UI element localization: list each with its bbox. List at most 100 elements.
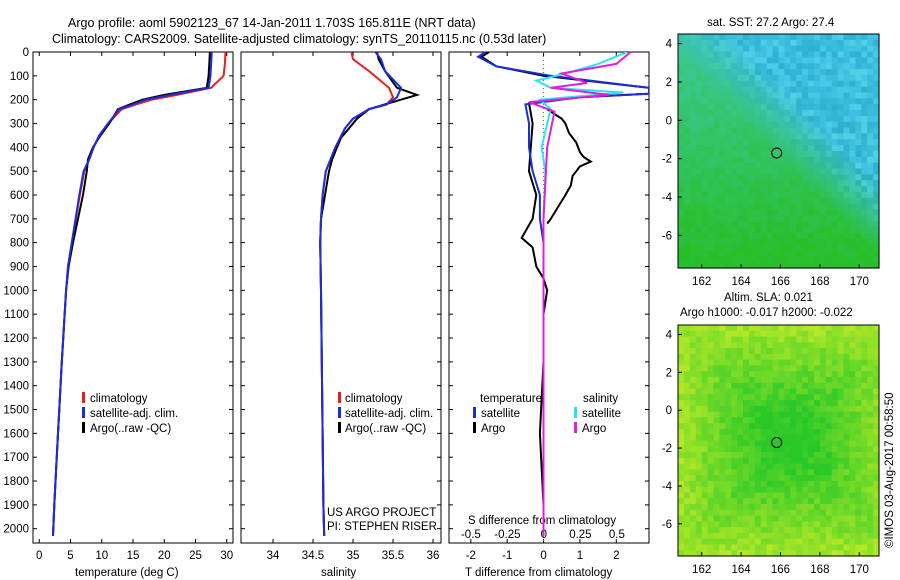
- heatmap-cell: [689, 238, 697, 246]
- heatmap-cell: [831, 446, 839, 453]
- heatmap-cell: [701, 486, 709, 494]
- heatmap-cell: [743, 365, 750, 372]
- heatmap-cell: [808, 423, 815, 430]
- heatmap-cell: [695, 104, 703, 111]
- heatmap-cell: [766, 133, 774, 140]
- depth-tick-label: 500: [10, 166, 29, 178]
- heatmap-cell: [855, 156, 862, 164]
- heatmap-cell: [719, 115, 726, 123]
- heatmap-cell: [825, 115, 833, 123]
- heatmap-cell: [772, 475, 780, 482]
- heatmap-cell: [796, 428, 803, 436]
- heatmap-cell: [701, 394, 709, 401]
- heatmap-cell: [713, 139, 720, 146]
- heatmap-cell: [713, 411, 720, 419]
- heatmap-cell: [813, 262, 821, 269]
- heatmap-cell: [790, 104, 797, 111]
- heatmap-cell: [701, 521, 709, 528]
- heatmap-cell: [867, 63, 874, 70]
- heatmap-cell: [855, 538, 862, 546]
- heatmap-cell: [778, 186, 786, 193]
- heatmap-cell: [778, 538, 786, 546]
- heatmap-cell: [802, 256, 809, 263]
- heatmap-cell: [719, 69, 726, 76]
- heatmap-cell: [707, 180, 715, 187]
- heatmap-cell: [766, 492, 774, 499]
- heatmap-cell: [766, 504, 774, 511]
- heatmap-cell: [725, 86, 732, 94]
- heatmap-cell: [778, 365, 786, 372]
- heatmap-cell: [843, 250, 851, 257]
- map-y-tick-label: -4: [662, 192, 673, 204]
- heatmap-cell: [778, 168, 786, 175]
- heatmap-cell: [790, 440, 797, 447]
- heatmap-cell: [808, 104, 815, 111]
- heatmap-cell: [678, 400, 685, 407]
- heatmap-cell: [754, 353, 762, 361]
- heatmap-cell: [813, 104, 821, 111]
- heatmap-cell: [725, 110, 732, 117]
- heatmap-cell: [790, 371, 797, 378]
- heatmap-cell: [678, 115, 685, 123]
- heatmap-cell: [760, 186, 768, 193]
- heatmap-cell: [713, 121, 720, 129]
- heatmap-cell: [784, 86, 791, 94]
- heatmap-cell: [678, 544, 685, 551]
- heatmap-cell: [725, 98, 732, 105]
- heatmap-cell: [707, 480, 715, 488]
- heatmap-cell: [784, 151, 791, 158]
- heatmap-cell: [754, 336, 762, 343]
- heatmap-cell: [796, 174, 803, 181]
- heatmap-cell: [802, 417, 809, 424]
- heatmap-cell: [796, 492, 803, 499]
- heatmap-cell: [737, 151, 744, 158]
- heatmap-cell: [743, 330, 750, 338]
- heatmap-cell: [754, 394, 762, 401]
- heatmap-cell: [695, 521, 703, 528]
- heatmap-cell: [831, 63, 839, 70]
- heatmap-cell: [689, 330, 697, 338]
- heatmap-cell: [861, 475, 868, 482]
- heatmap-cell: [796, 423, 803, 430]
- heatmap-cell: [784, 342, 791, 349]
- heatmap-cell: [707, 209, 715, 216]
- heatmap-cell: [725, 336, 732, 343]
- heatmap-cell: [790, 365, 797, 372]
- heatmap-cell: [748, 382, 756, 390]
- heatmap-cell: [707, 515, 715, 522]
- heatmap-cell: [772, 203, 780, 211]
- heatmap-cell: [772, 63, 780, 70]
- heatmap-cell: [861, 227, 868, 234]
- heatmap-cell: [790, 69, 797, 76]
- heatmap-cell: [689, 74, 697, 82]
- heatmap-cell: [743, 186, 750, 193]
- heatmap-cell: [849, 400, 856, 407]
- heatmap-cell: [731, 156, 738, 164]
- heatmap-cell: [772, 492, 780, 499]
- heatmap-cell: [790, 405, 797, 413]
- heatmap-cell: [867, 209, 874, 216]
- heatmap-cell: [689, 145, 697, 152]
- heatmap-cell: [849, 446, 856, 453]
- heatmap-cell: [808, 457, 815, 465]
- heatmap-cell: [808, 434, 815, 442]
- heatmap-cell: [813, 423, 821, 430]
- heatmap-cell: [867, 348, 874, 355]
- legend-temperature-argo: Argo: [481, 423, 505, 435]
- heatmap-cell: [748, 34, 756, 41]
- heatmap-cell: [855, 498, 862, 505]
- heatmap-cell: [743, 39, 750, 47]
- map-y-tick-label: 0: [666, 405, 672, 417]
- heatmap-cell: [867, 452, 874, 459]
- heatmap-cell: [760, 417, 768, 424]
- heatmap-cell: [855, 221, 862, 228]
- heatmap-cell: [701, 532, 709, 540]
- heatmap-cell: [760, 336, 768, 343]
- heatmap-cell: [737, 498, 744, 505]
- heatmap-cell: [796, 98, 803, 105]
- heatmap-cell: [683, 394, 691, 401]
- heatmap-cell: [725, 104, 732, 111]
- heatmap-cell: [849, 475, 856, 482]
- heatmap-cell: [748, 515, 756, 522]
- heatmap-cell: [713, 550, 720, 557]
